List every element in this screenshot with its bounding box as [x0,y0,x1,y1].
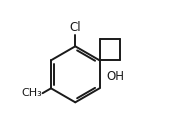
Text: CH₃: CH₃ [21,88,42,98]
Text: Cl: Cl [69,21,81,34]
Text: OH: OH [107,70,125,83]
